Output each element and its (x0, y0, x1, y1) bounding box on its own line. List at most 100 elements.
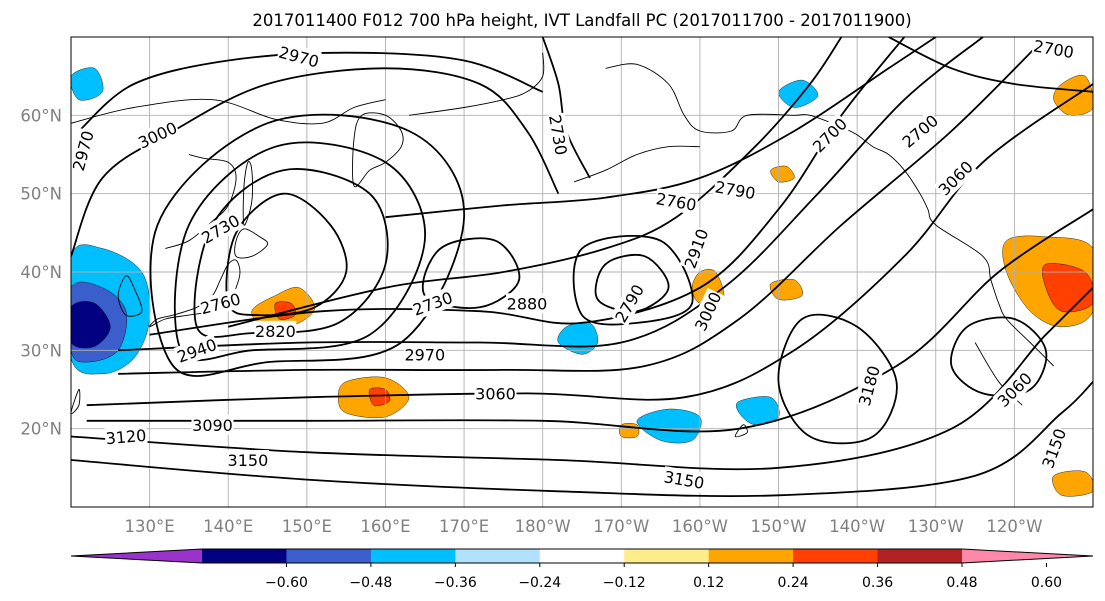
colorbar-tick-label: 0.12 (693, 575, 724, 591)
latitude-tick-label: 60°N (20, 106, 62, 125)
contour-label-mask (254, 320, 297, 341)
contour-label-mask (173, 333, 220, 367)
colorbar-tick-label: 0.36 (862, 575, 893, 591)
coastline (71, 389, 81, 415)
latitude-tick-label: 30°N (20, 341, 62, 360)
ivt-shading-area (71, 301, 111, 349)
height-contour (385, 37, 937, 219)
coastline (408, 52, 545, 116)
colorbar-tick-label: 0.60 (1031, 575, 1062, 591)
gridlines (71, 37, 1093, 507)
contour-label: 3150 (226, 450, 269, 470)
colorbar-segment (708, 549, 794, 563)
height-contour (71, 381, 1093, 498)
colorbar-tick-label: −0.12 (603, 575, 646, 591)
contour-label: 3120 (104, 424, 148, 449)
contour-label-mask (992, 367, 1037, 412)
colorbar-segment (624, 549, 710, 563)
ivt-shading-area (1052, 470, 1093, 497)
coastline (234, 228, 269, 259)
contour-label-text: 3060 (475, 384, 516, 403)
height-contour (227, 37, 843, 328)
colorbar-tick-label: −0.48 (349, 575, 392, 591)
colorbar-max-extension (962, 549, 1093, 563)
longitude-tick-label: 140°E (203, 517, 253, 536)
colorbar-outline (70, 548, 1094, 564)
colorbar-tick-label: −0.36 (434, 575, 477, 591)
height-contour (86, 208, 1093, 433)
ivt-shading-area (770, 165, 795, 183)
contour-label-mask (933, 156, 978, 200)
coastlines-layer (71, 52, 1055, 438)
height-contour (149, 113, 466, 377)
longitude-tick-label: 120°W (986, 517, 1042, 536)
coastline (352, 112, 404, 188)
ivt-shading-area (71, 67, 104, 101)
contour-label: 2970 (403, 344, 446, 365)
colorbar-segment (539, 549, 625, 563)
contour-label-mask (71, 127, 98, 174)
colorbar-segment (793, 549, 879, 563)
contour-label-mask (712, 176, 758, 204)
contour-label-mask (1031, 37, 1077, 63)
contour-label-text: 3120 (105, 426, 147, 448)
contour-label-mask (1037, 425, 1071, 472)
contour-label-mask (679, 225, 713, 272)
contour-label: 3060 (474, 383, 517, 404)
map-frame (70, 36, 1094, 508)
longitude-tick-label: 130°E (125, 517, 175, 536)
colorbar (70, 548, 1094, 564)
contour-label-mask (506, 293, 548, 314)
contour-label-mask (661, 466, 707, 494)
contour-label-text: 2820 (255, 322, 296, 341)
colorbar-segment (202, 549, 288, 563)
longitude-tick-label: 130°W (908, 517, 964, 536)
colorbar-segment (455, 549, 541, 563)
contour-label-mask (689, 287, 726, 335)
map-title: 2017011400 F012 700 hPa height, IVT Land… (252, 11, 911, 30)
coastline (605, 63, 1055, 367)
colorbar-segment (286, 549, 372, 563)
contour-label-mask (853, 362, 884, 409)
contour-label-mask (197, 288, 244, 319)
colorbar-tick-label: −0.24 (518, 575, 561, 591)
longitude-tick-label: 160°E (360, 517, 410, 536)
longitude-tick-label: 150°E (282, 517, 332, 536)
contour-label: 2790 (712, 176, 758, 204)
height-contour (225, 192, 348, 317)
colorbar-tick-labels: −0.60 −0.48 −0.36 −0.24 −0.12 0.12 0.24 0.36 0.4… (265, 563, 1062, 591)
contour-label-mask (197, 209, 244, 249)
latitude-tick-label: 20°N (20, 420, 62, 439)
height-contour (118, 37, 984, 352)
contour-label-mask (474, 383, 517, 404)
longitude-tick-label: 150°W (751, 517, 807, 536)
contour-label-mask (276, 41, 322, 72)
height-contour (71, 67, 560, 257)
latitude-tick-labels: 20°N 30°N 40°N 50°N 60°N (20, 106, 62, 438)
height-contour (777, 313, 898, 445)
contour-label: 2820 (254, 320, 297, 341)
contour-label-mask (134, 116, 181, 153)
height-contour (118, 37, 1047, 375)
colorbar-segment (877, 549, 963, 563)
colorbar-segment (370, 549, 456, 563)
contour-label-mask (610, 280, 649, 327)
height-contour (541, 37, 591, 179)
contour-label-mask (403, 344, 446, 365)
contour-label-mask (409, 286, 456, 320)
colorbar-tick-label: 0.48 (946, 575, 977, 591)
height-contour (950, 316, 1048, 397)
contour-label-mask (544, 112, 572, 158)
contour-label-mask (226, 450, 269, 470)
contour-label-text: 2880 (507, 294, 548, 313)
longitude-tick-label: 170°E (439, 517, 489, 536)
contour-label-mask (653, 188, 699, 215)
longitude-tick-label: 140°W (829, 517, 885, 536)
height-contour (888, 37, 1093, 93)
latitude-tick-label: 50°N (20, 185, 62, 204)
contour-label-text: 3150 (228, 451, 269, 470)
coastline (117, 275, 143, 317)
height-contour (71, 287, 1093, 471)
